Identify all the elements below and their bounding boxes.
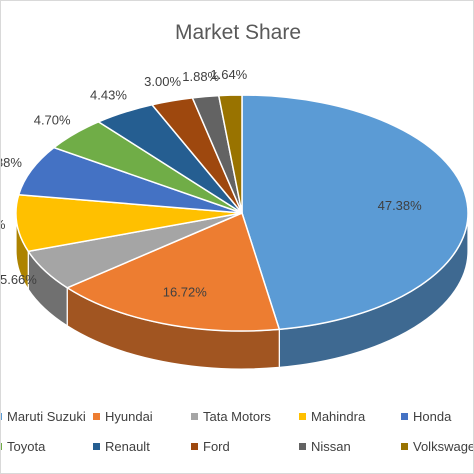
legend-item-mahindra: Mahindra bbox=[299, 409, 366, 424]
legend-swatch bbox=[299, 413, 306, 420]
legend-label: Hyundai bbox=[105, 409, 153, 424]
legend-swatch bbox=[401, 443, 408, 450]
legend-swatch bbox=[299, 443, 306, 450]
legend-item-maruti-suzuki: Maruti Suzuki bbox=[1, 409, 86, 424]
legend-label: Tata Motors bbox=[203, 409, 271, 424]
data-label-nissan: 1.88% bbox=[182, 69, 219, 84]
legend: Maruti Suzuki Hyundai Tata Motors Mahindra H… bbox=[1, 409, 474, 454]
legend-label: Volkswagen bbox=[413, 439, 474, 454]
pie-sides bbox=[15, 212, 469, 370]
legend-swatch bbox=[93, 413, 100, 420]
data-label-hyundai: 16.72% bbox=[163, 285, 208, 300]
legend-item-hyundai: Hyundai bbox=[93, 409, 153, 424]
legend-item-nissan: Nissan bbox=[299, 439, 351, 454]
legend-swatch bbox=[191, 413, 198, 420]
pie-slices bbox=[15, 94, 469, 332]
legend-label: Ford bbox=[203, 439, 230, 454]
data-label-toyota: 4.70% bbox=[34, 112, 71, 127]
legend-item-renault: Renault bbox=[93, 439, 150, 454]
legend-label: Maruti Suzuki bbox=[7, 409, 86, 424]
legend-swatch bbox=[1, 443, 2, 450]
legend-label: Renault bbox=[105, 439, 150, 454]
slice-volkswagen bbox=[217, 94, 243, 214]
legend-swatch bbox=[1, 413, 2, 420]
legend-item-honda: Honda bbox=[401, 409, 452, 424]
data-labels: 47.38% 16.72% 5.66% 7.75% 6.88% 4.70% 4.43% 3.0… bbox=[1, 67, 422, 299]
slice-hyundai bbox=[65, 211, 281, 332]
data-label-renault: 4.43% bbox=[90, 87, 127, 102]
chart-title: Market Share bbox=[175, 21, 301, 44]
legend-swatch bbox=[401, 413, 408, 420]
data-label-mahindra: 7.75% bbox=[1, 217, 6, 232]
data-label-ford: 3.00% bbox=[144, 74, 181, 89]
legend-swatch bbox=[93, 443, 100, 450]
data-label-volkswagen: 1.64% bbox=[210, 67, 247, 82]
data-label-honda: 6.88% bbox=[1, 155, 22, 170]
legend-item-ford: Ford bbox=[191, 439, 230, 454]
legend-item-toyota: Toyota bbox=[1, 439, 46, 454]
legend-label: Nissan bbox=[311, 439, 351, 454]
legend-item-volkswagen: Volkswagen bbox=[401, 439, 474, 454]
data-label-tata-motors: 5.66% bbox=[1, 272, 37, 287]
slice-maruti-suzuki bbox=[241, 94, 469, 331]
legend-label: Honda bbox=[413, 409, 452, 424]
data-label-maruti-suzuki: 47.38% bbox=[378, 198, 423, 213]
legend-label: Mahindra bbox=[311, 409, 366, 424]
legend-label: Toyota bbox=[7, 439, 46, 454]
legend-swatch bbox=[191, 443, 198, 450]
legend-item-tata-motors: Tata Motors bbox=[191, 409, 271, 424]
